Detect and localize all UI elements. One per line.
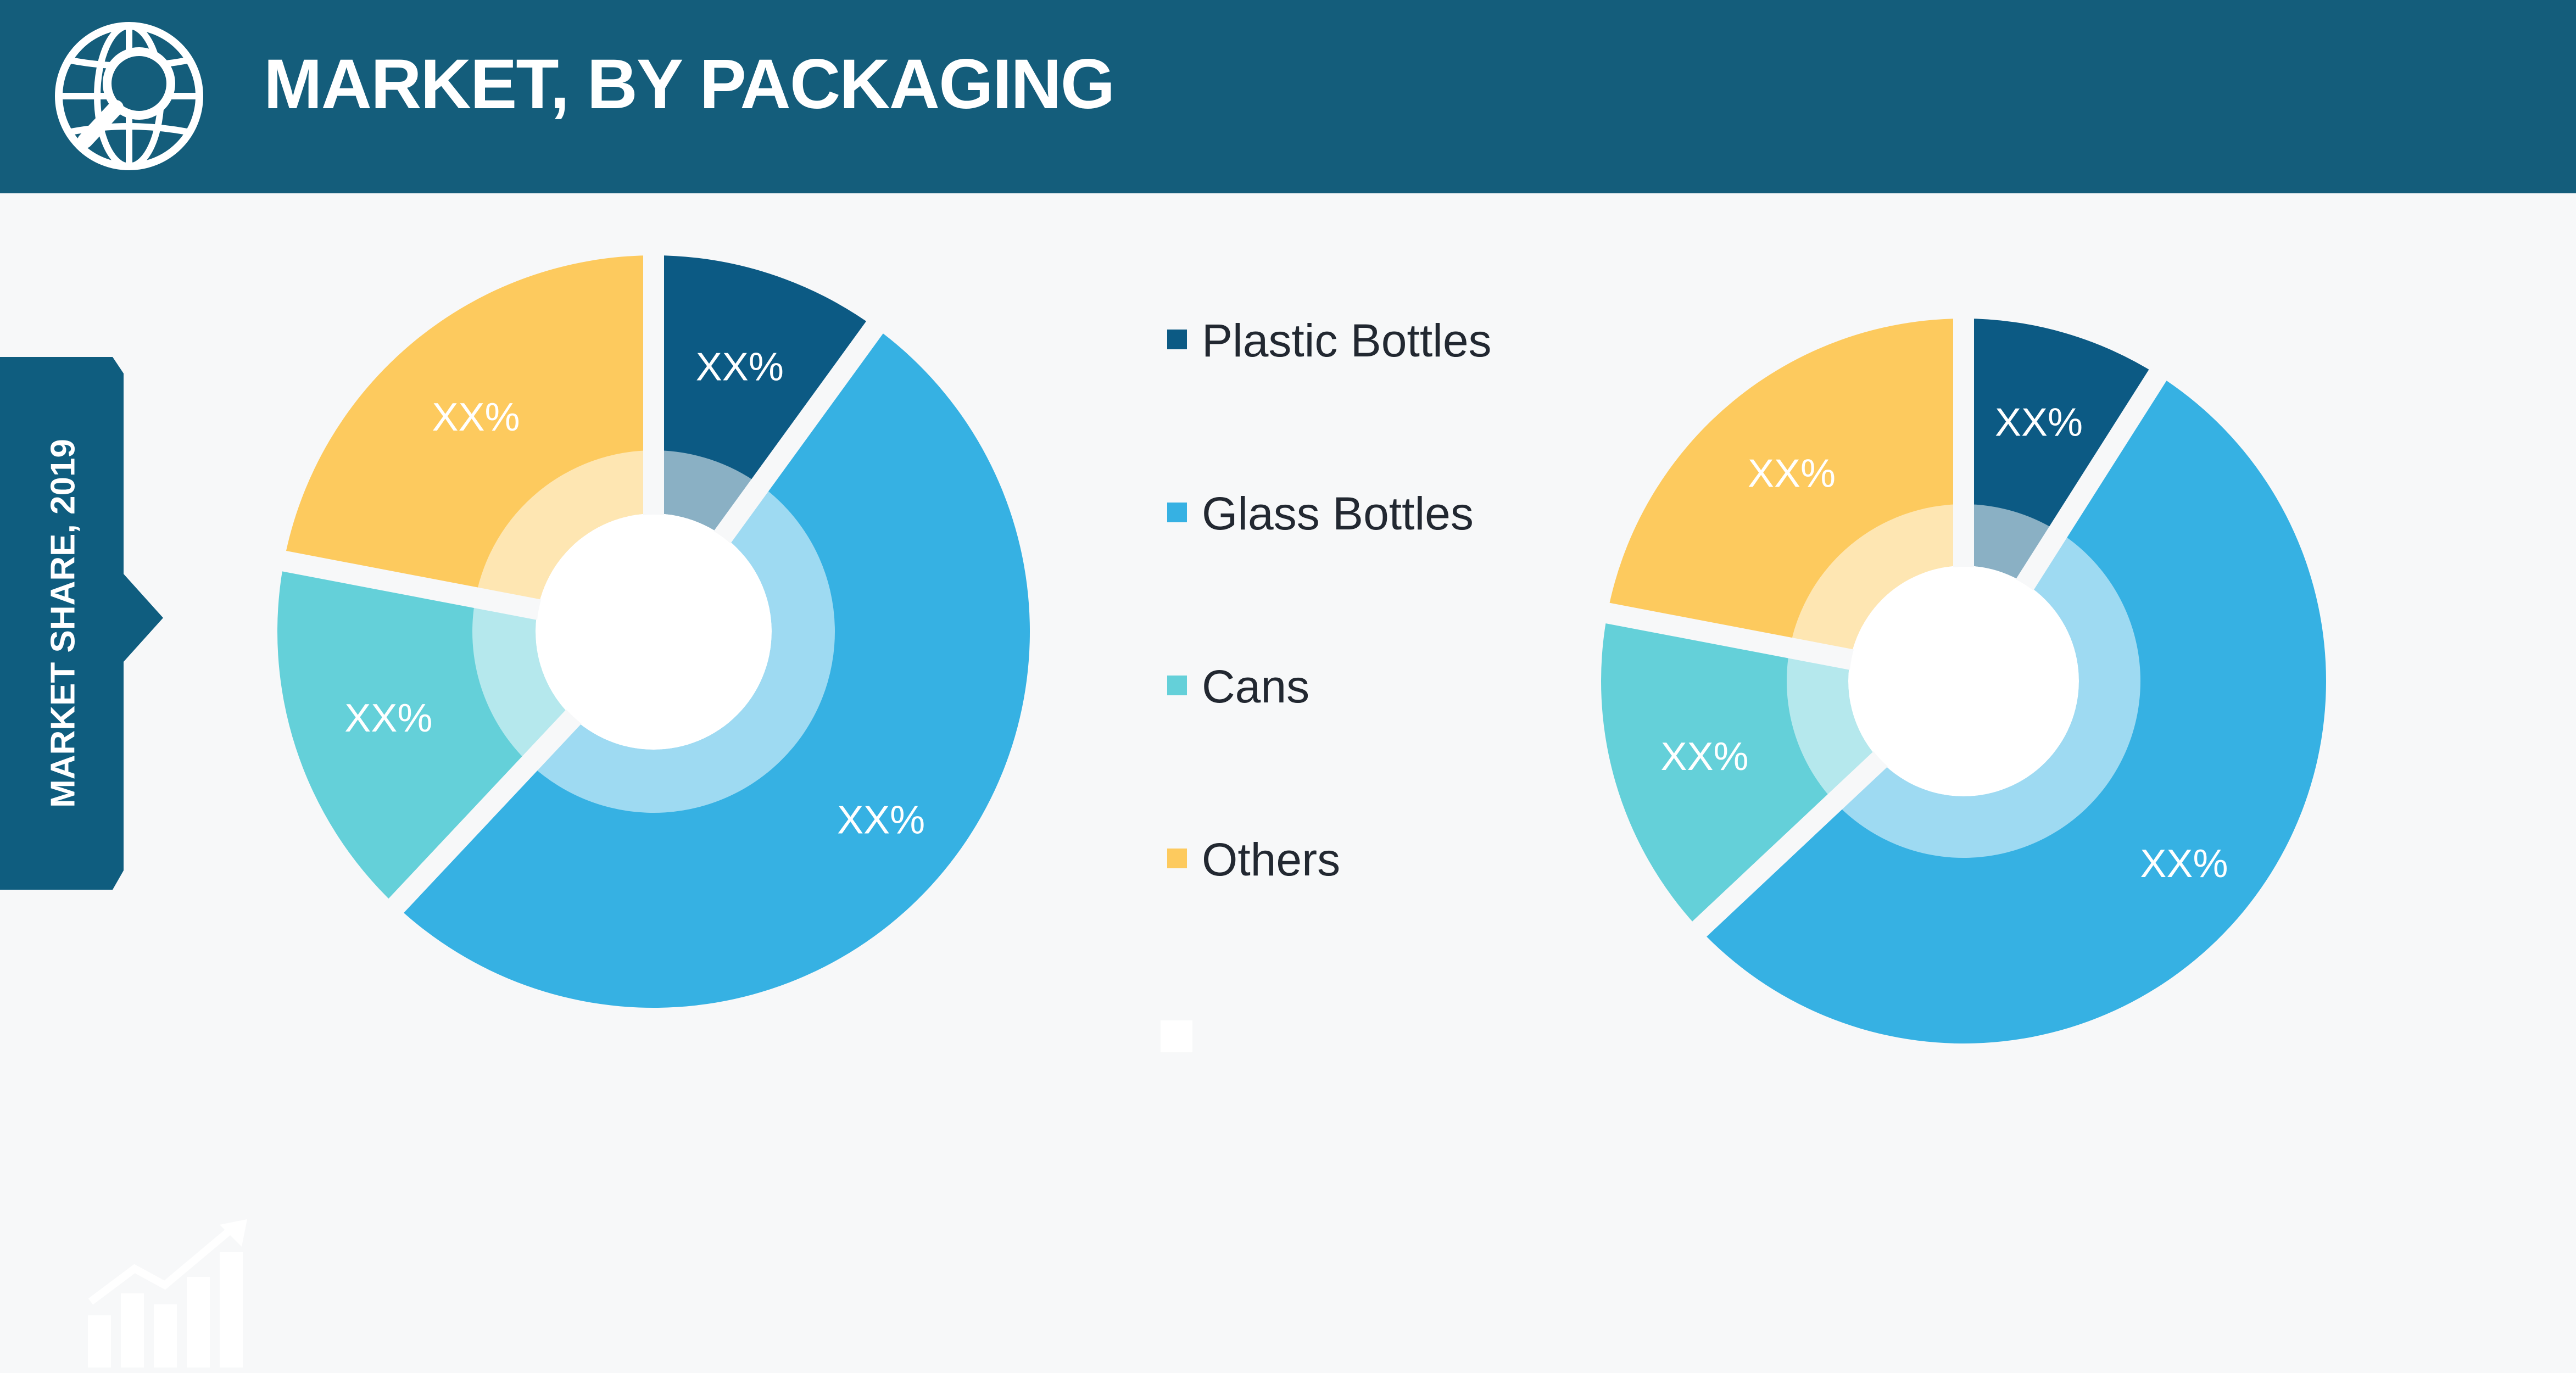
inner-ring-others [1789, 504, 1964, 660]
legend-label: Others [1202, 834, 1341, 885]
page-title: MARKET, BY PACKAGING [264, 45, 1115, 124]
hidden-legend-swatch [1161, 1020, 1192, 1052]
legend-label: Plastic Bottles [1202, 315, 1492, 366]
data-label-plastic-bottles: XX% [1995, 400, 2083, 444]
data-label-glass-bottles: XX% [2140, 842, 2228, 886]
legend-swatch [1167, 503, 1187, 522]
inner-ring-others [475, 450, 654, 610]
legend-swatch [1167, 849, 1187, 868]
data-label-cans: XX% [344, 696, 432, 740]
growth-chart-icon [88, 1219, 247, 1368]
inner-ring-glass-bottles [529, 485, 835, 813]
donut-chart-1: XX% XX% XX% XX% [266, 239, 1030, 1008]
legend-swatch [1167, 330, 1187, 349]
legend-label: Glass Bottles [1202, 488, 1474, 539]
inner-ring-cans [1787, 648, 1880, 802]
globe-search-icon [55, 22, 203, 170]
data-label-plastic-bottles: XX% [696, 345, 784, 389]
legend-label: Cans [1202, 661, 1310, 712]
inner-ring-glass-bottles [1835, 532, 2140, 858]
donut-chart-2: XX% XX% XX% XX% [1589, 302, 2326, 1044]
side-tab [0, 357, 163, 890]
legend-swatch [1167, 676, 1187, 695]
donut-center [1849, 567, 2078, 795]
inner-ring-cans [472, 598, 573, 764]
donut-center [537, 515, 771, 749]
data-label-cans: XX% [1660, 735, 1748, 779]
header-bar: MARKET, BY PACKAGING [0, 0, 2576, 193]
data-label-others: XX% [432, 395, 520, 439]
data-label-glass-bottles: XX% [837, 799, 925, 842]
data-label-others: XX% [1748, 452, 1836, 496]
